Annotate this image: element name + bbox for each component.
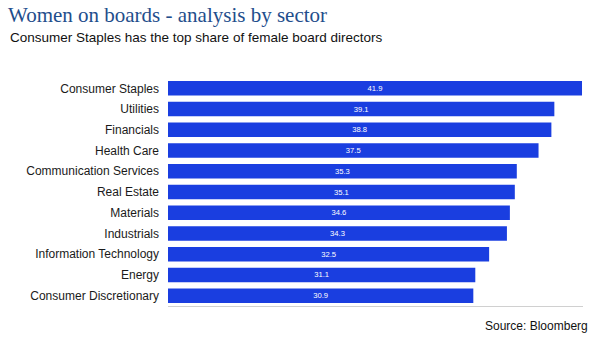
svg-text:Real Estate: Real Estate: [97, 185, 159, 199]
svg-text:Women on boards - analysis by: Women on boards - analysis by sector: [8, 3, 327, 27]
svg-text:31.1: 31.1: [314, 270, 329, 279]
svg-text:Materials: Materials: [110, 206, 159, 220]
svg-text:Communication Services: Communication Services: [26, 164, 159, 178]
svg-text:Health Care: Health Care: [95, 144, 159, 158]
svg-text:Consumer Discretionary: Consumer Discretionary: [30, 289, 159, 303]
svg-text:Utilities: Utilities: [120, 102, 159, 116]
svg-text:30.9: 30.9: [313, 291, 328, 300]
svg-text:Source: Bloomberg: Source: Bloomberg: [485, 319, 588, 333]
svg-text:39.1: 39.1: [354, 105, 369, 114]
svg-text:34.6: 34.6: [332, 208, 347, 217]
svg-text:37.5: 37.5: [346, 146, 361, 155]
svg-text:41.9: 41.9: [368, 84, 383, 93]
svg-text:32.5: 32.5: [321, 250, 336, 259]
svg-text:35.1: 35.1: [334, 188, 349, 197]
svg-text:Consumer Staples: Consumer Staples: [60, 82, 159, 96]
svg-text:35.3: 35.3: [335, 167, 350, 176]
svg-text:Information Technology: Information Technology: [35, 247, 159, 261]
svg-text:34.3: 34.3: [330, 229, 345, 238]
svg-text:Industrials: Industrials: [104, 227, 159, 241]
svg-text:Energy: Energy: [121, 268, 159, 282]
svg-text:Financials: Financials: [105, 123, 159, 137]
svg-text:Consumer Staples has the top s: Consumer Staples has the top share of fe…: [10, 30, 382, 45]
svg-text:38.8: 38.8: [352, 125, 367, 134]
